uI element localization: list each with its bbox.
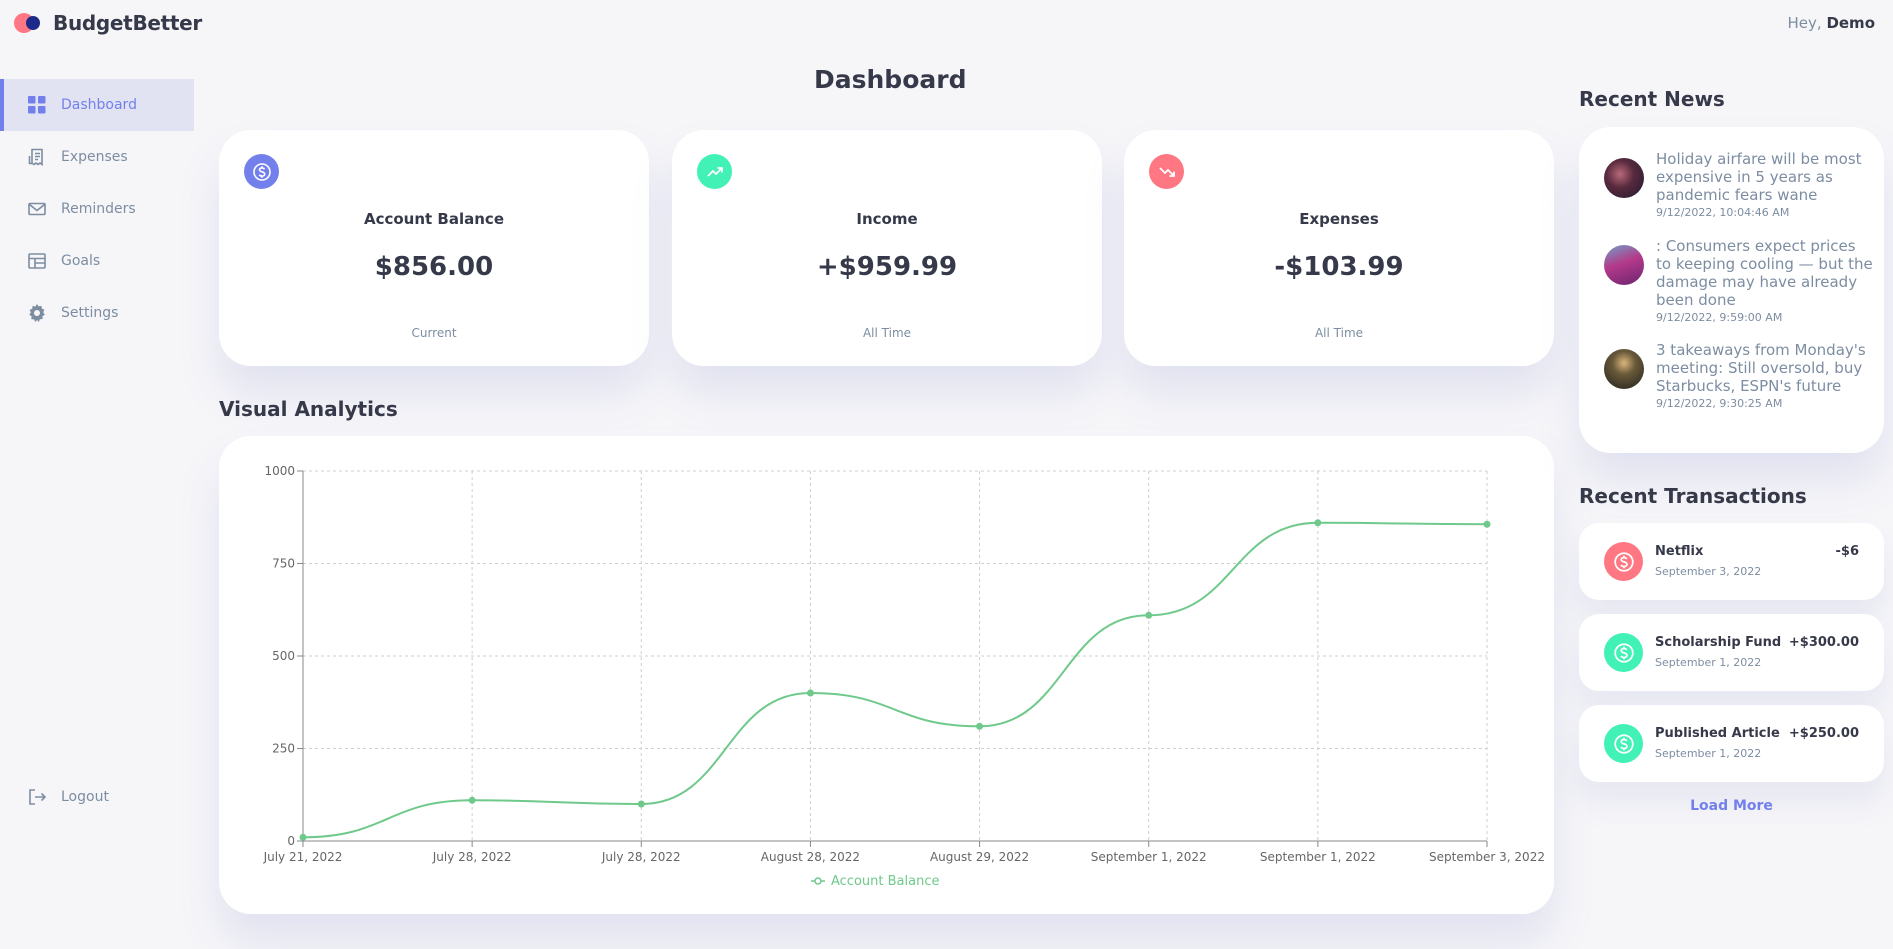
- news-time: 9/12/2022, 10:04:46 AM: [1656, 206, 1790, 219]
- sidebar-item-label: Goals: [61, 253, 101, 269]
- transaction-name: Netflix: [1655, 544, 1704, 559]
- sidebar-item-goals[interactable]: Goals: [0, 235, 194, 287]
- legend-label: Account Balance: [831, 874, 939, 889]
- income-card: Income +$959.99 All Time: [672, 130, 1102, 366]
- transaction-item[interactable]: Netflix September 3, 2022 -$6: [1579, 523, 1884, 600]
- data-point: [976, 722, 984, 730]
- grid-icon: [28, 96, 46, 114]
- card-value: +$959.99: [816, 252, 958, 282]
- transaction-date: September 1, 2022: [1655, 747, 1762, 760]
- expenses-card: Expenses -$103.99 All Time: [1124, 130, 1554, 366]
- dollar-icon: [244, 154, 279, 189]
- data-point: [1314, 519, 1322, 527]
- table-icon: [28, 252, 46, 270]
- x-tick-label: July 21, 2022: [263, 850, 343, 864]
- transaction-amount: +$250.00: [1788, 726, 1859, 741]
- y-tick-label: 750: [272, 557, 295, 571]
- dollar-icon: [1604, 542, 1643, 581]
- data-point: [806, 689, 814, 697]
- news-title: Recent News: [1579, 87, 1725, 111]
- data-point: [1483, 520, 1491, 528]
- news-thumbnail: [1604, 158, 1644, 198]
- trending-down-icon: [1149, 154, 1184, 189]
- app-name: BudgetBetter: [53, 11, 202, 35]
- dollar-icon: [1604, 633, 1643, 672]
- sidebar-item-label: Reminders: [61, 201, 136, 217]
- card-label: Income: [856, 210, 918, 228]
- logout-icon: [28, 788, 46, 806]
- dollar-icon: [1604, 724, 1643, 763]
- load-more-button[interactable]: Load More: [1690, 798, 1773, 814]
- logout-label: Logout: [61, 789, 109, 805]
- sidebar-item-label: Settings: [61, 305, 119, 321]
- transaction-date: September 3, 2022: [1655, 565, 1762, 578]
- sidebar-item-dashboard[interactable]: Dashboard: [0, 79, 194, 131]
- receipt-icon: [28, 148, 46, 166]
- transaction-name: Published Article: [1655, 726, 1780, 741]
- user-greeting: Hey, Demo: [1788, 14, 1875, 32]
- sidebar: Dashboard Expenses Reminders Goals Setti…: [0, 79, 194, 339]
- card-note: All Time: [862, 326, 912, 340]
- legend-marker: [814, 877, 822, 885]
- x-tick-label: September 3, 2022: [1429, 850, 1545, 864]
- x-tick-label: August 29, 2022: [930, 850, 1029, 864]
- card-value: -$103.99: [1274, 252, 1404, 282]
- sidebar-item-reminders[interactable]: Reminders: [0, 183, 194, 235]
- x-tick-label: August 28, 2022: [761, 850, 860, 864]
- news-panel: Holiday airfare will be most expensive i…: [1579, 127, 1884, 453]
- data-point: [637, 800, 645, 808]
- card-label: Account Balance: [363, 210, 504, 228]
- account-balance-card: Account Balance $856.00 Current: [219, 130, 649, 366]
- line-chart: 0 250 500 750 1000 July 21, 2022 July 28, 2022…: [263, 464, 1545, 889]
- series-line: [302, 521, 1488, 839]
- y-tick-label: 500: [272, 649, 295, 663]
- news-thumbnail: [1604, 349, 1644, 389]
- sidebar-item-settings[interactable]: Settings: [0, 287, 194, 339]
- y-tick-label: 1000: [264, 464, 295, 478]
- news-headline: 3 takeaways from Monday's meeting: Still…: [1656, 341, 1866, 395]
- trending-up-icon: [697, 154, 732, 189]
- data-point: [299, 833, 307, 841]
- x-tick-label: July 28, 2022: [601, 850, 681, 864]
- card-note: All Time: [1314, 326, 1364, 340]
- gear-icon: [28, 304, 46, 322]
- greeting-prefix: Hey,: [1787, 14, 1827, 32]
- transaction-date: September 1, 2022: [1655, 656, 1762, 669]
- data-point: [1145, 611, 1153, 619]
- transaction-name: Scholarship Fund: [1655, 635, 1782, 650]
- app-logo[interactable]: BudgetBetter: [14, 11, 202, 35]
- transaction-amount: -$6: [1835, 544, 1860, 559]
- transactions-title: Recent Transactions: [1579, 484, 1807, 508]
- sidebar-item-label: Expenses: [61, 149, 128, 165]
- card-note: Current: [411, 326, 457, 340]
- news-item[interactable]: : Consumers expect prices to keeping coo…: [1604, 237, 1874, 324]
- card-value: $856.00: [374, 252, 494, 282]
- y-tick-label: 0: [287, 834, 295, 848]
- sidebar-item-label: Dashboard: [61, 97, 137, 113]
- news-thumbnail: [1604, 245, 1644, 285]
- data-point: [468, 796, 476, 804]
- analytics-title: Visual Analytics: [219, 397, 398, 421]
- news-time: 9/12/2022, 9:59:00 AM: [1656, 311, 1783, 324]
- logout-button[interactable]: Logout: [0, 771, 194, 823]
- news-headline: : Consumers expect prices to keeping coo…: [1656, 237, 1873, 309]
- transaction-item[interactable]: Scholarship Fund September 1, 2022 +$300…: [1579, 614, 1884, 691]
- page-title: Dashboard: [814, 65, 967, 94]
- sidebar-item-expenses[interactable]: Expenses: [0, 131, 194, 183]
- x-tick-label: September 1, 2022: [1091, 850, 1207, 864]
- news-item[interactable]: 3 takeaways from Monday's meeting: Still…: [1604, 341, 1874, 410]
- card-label: Expenses: [1299, 210, 1379, 228]
- x-tick-label: September 1, 2022: [1260, 850, 1376, 864]
- news-item[interactable]: Holiday airfare will be most expensive i…: [1604, 150, 1874, 219]
- news-headline: Holiday airfare will be most expensive i…: [1656, 150, 1862, 204]
- transaction-amount: +$300.00: [1788, 635, 1859, 650]
- logo-icon: [14, 12, 44, 34]
- mail-icon: [28, 200, 46, 218]
- x-tick-label: July 28, 2022: [432, 850, 512, 864]
- y-tick-label: 250: [272, 742, 295, 756]
- user-name: Demo: [1826, 14, 1875, 32]
- transaction-item[interactable]: Published Article September 1, 2022 +$25…: [1579, 705, 1884, 782]
- analytics-chart: 0 250 500 750 1000 July 21, 2022 July 28, 2022…: [219, 436, 1554, 914]
- news-time: 9/12/2022, 9:30:25 AM: [1656, 397, 1783, 410]
